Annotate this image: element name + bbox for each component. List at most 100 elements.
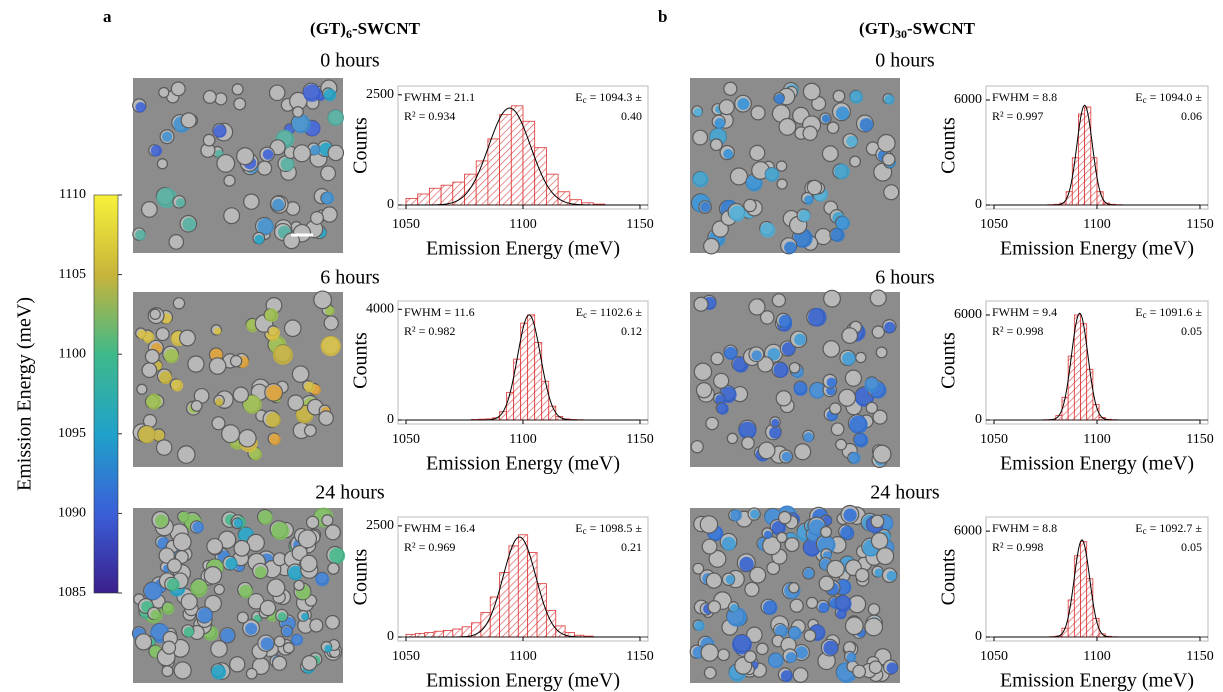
- cell: [210, 640, 228, 658]
- cell-signal: [144, 582, 163, 600]
- cell: [204, 594, 222, 613]
- cell-signal: [809, 382, 826, 399]
- x-axis-label: Emission Energy (meV): [1000, 238, 1194, 260]
- cell-signal: [784, 241, 797, 254]
- cell-signal: [842, 351, 856, 366]
- cell: [292, 144, 312, 163]
- cell: [749, 566, 767, 584]
- cell: [776, 178, 788, 190]
- cell: [713, 372, 730, 389]
- cell: [771, 293, 787, 308]
- ec-sub: c: [583, 95, 587, 105]
- cell-signal: [843, 508, 857, 522]
- cell-signal: [830, 228, 845, 243]
- y-tick-label: 0: [975, 412, 982, 427]
- cell: [757, 356, 774, 373]
- cell-signal: [840, 525, 855, 540]
- histogram-bar: [508, 545, 519, 638]
- cell-signal: [732, 634, 752, 655]
- cell-signal: [692, 171, 709, 188]
- cell: [259, 599, 277, 617]
- cell-signal: [769, 426, 782, 439]
- micrograph: [132, 78, 345, 253]
- r2-label: R² = 0.982: [404, 324, 455, 338]
- cell: [865, 401, 879, 415]
- cell: [875, 346, 888, 359]
- cell: [829, 402, 842, 415]
- cell-signal: [175, 198, 186, 208]
- cell: [178, 329, 196, 347]
- cell: [717, 648, 730, 662]
- histogram-bar: [452, 628, 463, 638]
- ec-symbol: E: [1135, 305, 1142, 319]
- cell: [231, 83, 244, 96]
- cell: [161, 665, 174, 678]
- ec-value: = 1094.3 ±: [587, 90, 643, 104]
- time-label: 24 hours: [315, 482, 385, 504]
- x-tick-label: 1050: [392, 217, 420, 232]
- histogram-bar: [499, 411, 508, 421]
- y-tick-label: 2500: [366, 87, 394, 102]
- x-tick-label: 1050: [980, 432, 1008, 447]
- fwhm-label: FWHM = 8.8: [992, 521, 1057, 535]
- cell-signal: [266, 384, 282, 401]
- histogram-bar: [428, 187, 442, 206]
- cell: [214, 92, 228, 106]
- cell-signal: [781, 342, 796, 356]
- y-tick-label: 0: [975, 629, 982, 644]
- cell-signal: [751, 350, 762, 361]
- ec-label: Ec = 1091.6 ±: [1135, 305, 1202, 320]
- cell: [777, 510, 792, 525]
- cell-signal: [848, 451, 861, 464]
- cell: [229, 354, 243, 368]
- cell: [711, 220, 729, 238]
- cell-signal: [159, 371, 173, 385]
- x-tick-label: 1100: [509, 432, 536, 447]
- cell: [155, 327, 170, 342]
- cell-signal: [162, 602, 175, 615]
- cell: [293, 579, 305, 592]
- cell: [723, 81, 738, 96]
- cell-signal: [137, 329, 147, 340]
- cell-signal: [700, 201, 711, 213]
- cell-signal: [254, 234, 264, 245]
- fwhm-label: FWHM = 9.4: [992, 305, 1057, 319]
- cell: [710, 351, 724, 366]
- fwhm-label: FWHM = 11.6: [404, 305, 475, 319]
- cell-signal: [220, 628, 235, 643]
- cell-signal: [156, 187, 177, 209]
- cell: [208, 357, 227, 375]
- panel-label: b: [658, 7, 667, 26]
- cell-signal: [268, 326, 281, 339]
- cell-signal: [846, 652, 857, 663]
- colorbar-tick-label: 1090: [58, 506, 86, 521]
- cell: [172, 532, 192, 552]
- histogram-bar: [461, 626, 472, 638]
- cell: [803, 629, 817, 642]
- cell-signal: [794, 333, 806, 346]
- micrograph: [131, 507, 346, 683]
- cell-signal: [327, 109, 344, 126]
- panel-label: a: [103, 7, 112, 26]
- cell-signal: [798, 209, 811, 222]
- cell: [141, 362, 158, 379]
- cell-signal: [146, 393, 162, 410]
- cell-signal: [817, 535, 836, 555]
- cell: [202, 133, 216, 147]
- cell-signal: [693, 107, 703, 117]
- cell: [232, 386, 249, 403]
- cell: [134, 633, 153, 651]
- cell: [693, 296, 709, 312]
- ec-symbol: E: [575, 521, 582, 535]
- histogram-bar: [499, 114, 512, 206]
- cell-signal: [849, 415, 868, 435]
- histogram-bar: [555, 625, 566, 638]
- cell-signal: [215, 398, 224, 407]
- cell: [822, 340, 841, 358]
- ec-value: = 1102.6 ±: [587, 305, 642, 319]
- x-axis-label: Emission Energy (meV): [1000, 453, 1194, 475]
- cell: [321, 206, 338, 223]
- y-axis-label: Counts: [938, 548, 960, 605]
- histogram-bar: [517, 534, 529, 638]
- panel-title: (GT)30-SWCNT: [859, 19, 976, 41]
